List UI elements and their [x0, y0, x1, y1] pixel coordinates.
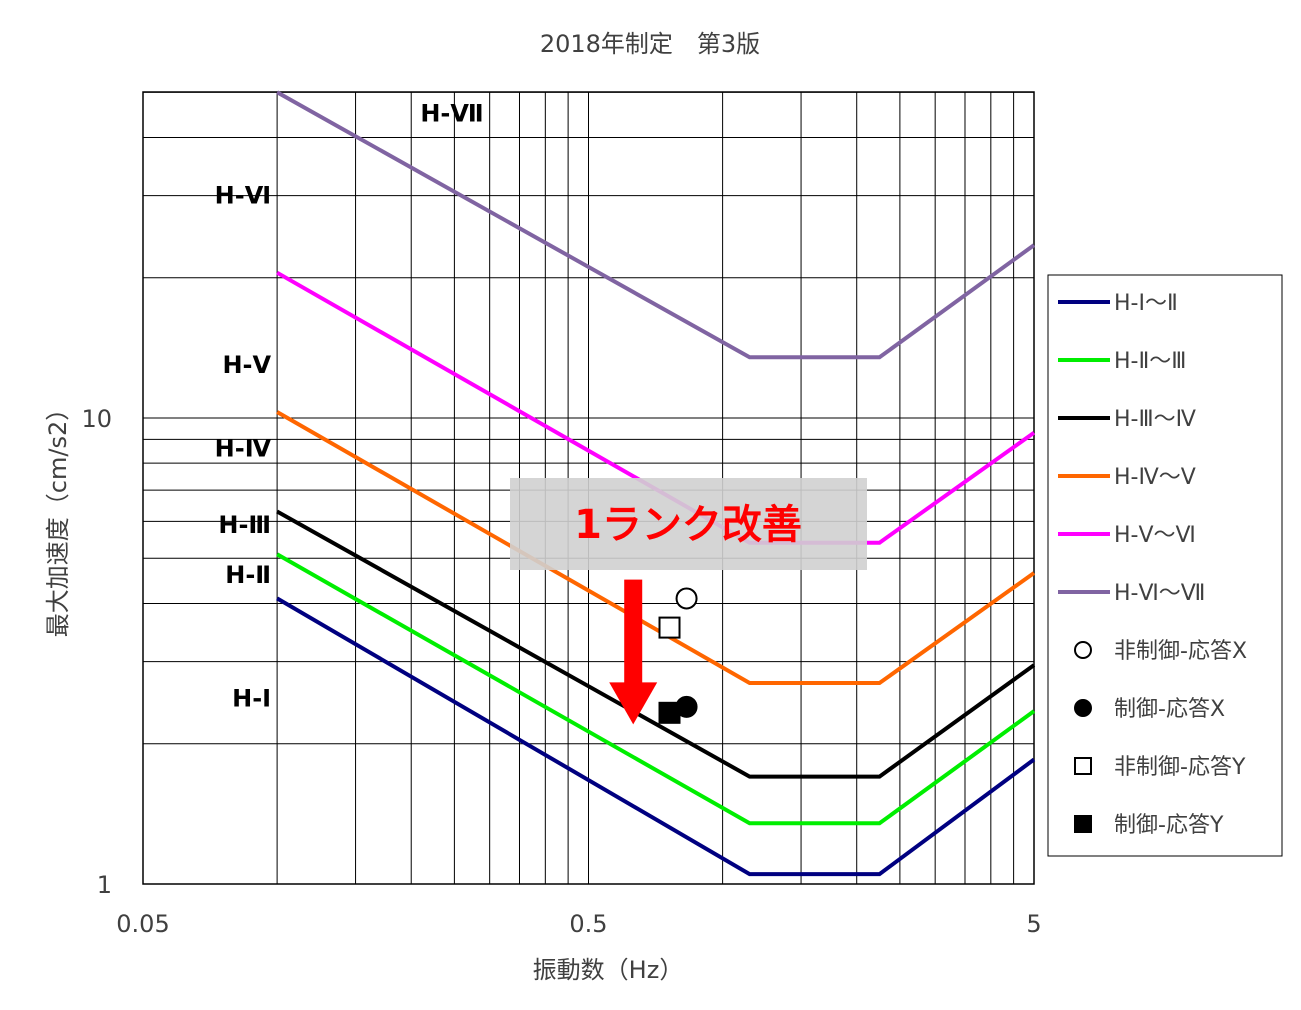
- y-tick-label: 10: [81, 405, 112, 433]
- tick-labels: 0.05 0.5 5 1 10: [81, 405, 1041, 938]
- region-label: H-Ⅱ: [225, 561, 271, 589]
- arrow-shaft: [624, 579, 643, 685]
- region-label: H-Ⅵ: [215, 182, 271, 210]
- hollow-square-marker: [658, 616, 681, 639]
- legend-entry-label: 非制御-応答Y: [1114, 755, 1246, 780]
- y-tick-label: 1: [97, 871, 112, 899]
- plot-area-border: [142, 91, 1035, 885]
- y-axis-label: 最大加速度（cm/s2）: [44, 397, 72, 637]
- filled-circle-marker: [1074, 699, 1092, 717]
- x-tick-label: 5: [1026, 910, 1041, 938]
- legend: H-Ⅰ～Ⅱ H-Ⅱ～Ⅲ H-Ⅲ～Ⅳ H-Ⅳ～Ⅴ H-Ⅴ～Ⅵ H-Ⅵ～Ⅶ 非制御-応答X 制御-…: [1047, 274, 1283, 857]
- legend-entry-label: H-Ⅰ～Ⅱ: [1114, 291, 1178, 316]
- region-label: H-Ⅶ: [420, 100, 483, 128]
- x-axis-label: 振動数（Hz）: [533, 956, 684, 984]
- legend-entry-label: H-Ⅱ～Ⅲ: [1114, 349, 1186, 374]
- data-markers: [658, 587, 698, 724]
- region-label: H-Ⅴ: [222, 351, 271, 379]
- hollow-circle-marker: [1074, 641, 1092, 659]
- legend-entry-label: H-Ⅲ～Ⅳ: [1114, 407, 1197, 432]
- series-line: [276, 552, 1036, 826]
- annotation: 1ランク改善: [510, 478, 867, 570]
- annotation-box: [510, 478, 867, 570]
- legend-entry-label: H-Ⅴ～Ⅵ: [1114, 523, 1196, 548]
- series-line: [276, 509, 1036, 779]
- series-lines: [276, 90, 1036, 877]
- filled-square-marker: [658, 701, 681, 724]
- filled-square-marker: [1074, 815, 1092, 833]
- region-label: H-Ⅲ: [218, 511, 271, 539]
- legend-entry-label: 制御-応答X: [1114, 697, 1225, 722]
- legend-entry-label: H-Ⅳ～Ⅴ: [1114, 465, 1196, 490]
- improvement-arrow: [609, 579, 658, 725]
- arrow-head: [609, 682, 658, 725]
- legend-entry-label: 制御-応答Y: [1114, 813, 1224, 838]
- legend-entry-label: 非制御-応答X: [1114, 639, 1247, 664]
- hollow-circle-marker: [675, 587, 698, 610]
- chart-title: 2018年制定 第3版: [540, 30, 760, 58]
- x-tick-label: 0.05: [116, 910, 169, 938]
- series-line: [276, 596, 1036, 877]
- hollow-square-marker: [1074, 757, 1092, 775]
- legend-entry-label: H-Ⅵ～Ⅶ: [1114, 581, 1205, 606]
- region-label: H-Ⅳ: [215, 435, 272, 463]
- annotation-text: 1ランク改善: [574, 502, 802, 548]
- series-line: [276, 90, 1036, 360]
- region-label: H-Ⅰ: [232, 685, 271, 713]
- x-tick-label: 0.5: [569, 910, 607, 938]
- region-labels: H-Ⅶ H-Ⅵ H-Ⅴ H-Ⅳ H-Ⅲ H-Ⅱ H-Ⅰ: [215, 100, 484, 713]
